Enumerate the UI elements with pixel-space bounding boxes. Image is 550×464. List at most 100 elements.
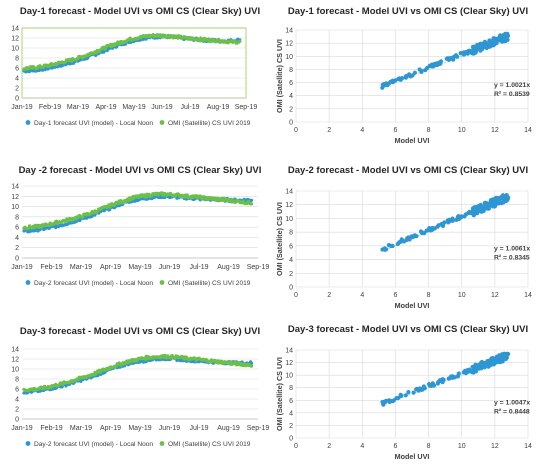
chart-title: Day-2 forecast - Model UVI vs OMI CS (Cl… [288,165,528,176]
data-point [411,390,416,395]
data-point [469,370,475,375]
y-tick-label: 6 [289,243,293,250]
data-point [421,230,427,235]
y-tick-label: 0 [289,120,293,127]
y-tick-label: 4 [289,410,293,417]
data-point [493,358,498,363]
x-tick-label: Jun-19 [151,104,173,111]
trend-r-squared: R² = 0.8448 [494,409,530,416]
data-point [412,70,417,75]
x-tick-label: May-19 [128,264,151,271]
data-point [389,243,394,249]
data-point [449,55,454,61]
y-tick-label: 12 [285,41,293,48]
x-tick-label: May-19 [128,425,151,432]
legend-label: OMI (Satellite) CS UVI 2019 [168,120,251,127]
data-point [501,200,506,205]
data-point [471,49,476,55]
y-tick-label: 4 [289,93,293,100]
data-point [455,54,460,59]
data-point [462,214,467,219]
legend-label: Day-1 forecast UVI (model) - Local Noon [34,120,153,127]
x-tick-label: 4 [360,127,364,134]
data-point [492,38,497,44]
x-tick-label: Mar-19 [70,264,92,271]
x-tick-label: Mar-19 [70,425,92,432]
y-tick-label: 2 [15,245,19,252]
data-point [468,211,473,216]
x-tick-label: 2 [327,127,331,134]
y-tick-label: 8 [289,385,293,392]
x-tick-label: 8 [427,292,431,299]
data-point [421,384,426,389]
data-point [505,33,511,39]
data-point [497,199,502,204]
data-point [395,241,400,247]
trend-r-squared: R² = 0.8345 [494,255,530,262]
y-tick-label: 4 [15,397,19,404]
y-tick-label: 10 [11,367,19,374]
x-tick-label: 12 [491,292,499,299]
legend-label: Day-2 forecast UVI (model) - Local Noon [34,441,153,448]
data-point [408,74,413,79]
data-point [41,68,45,72]
x-tick-label: Apr-19 [100,264,121,271]
data-point [404,237,409,242]
x-tick-label: 2 [327,292,331,299]
y-tick-label: 12 [285,360,293,367]
data-point [481,365,486,370]
data-point [103,47,107,51]
x-tick-label: Jan-19 [11,104,33,111]
data-point [482,44,487,50]
data-point [503,353,508,358]
data-point [487,38,493,44]
data-point [429,383,434,388]
chart-title: Day -2 forecast - Model UVI vs OMI CS (C… [19,165,262,176]
data-point [462,368,468,373]
data-point [456,374,461,379]
y-tick-label: 14 [11,347,19,354]
data-point [403,393,408,398]
data-point [249,198,254,202]
x-tick-label: 0 [294,127,298,134]
x-tick-label: Sep-19 [235,104,258,111]
x-tick-label: 14 [524,443,532,450]
x-tick-label: 6 [393,443,397,450]
x-tick-label: 12 [491,443,499,450]
x-tick-label: 2 [327,443,331,450]
data-point [450,375,455,380]
x-tick-label: Apr-19 [95,104,116,111]
legend-label: OMI (Satellite) CS UVI 2019 [168,441,251,448]
y-tick-label: 0 [289,436,293,443]
x-tick-label: Jun-19 [159,425,181,432]
x-axis-title: Model UVI [395,301,430,310]
y-tick-label: 2 [15,86,19,93]
data-point [431,64,436,69]
x-tick-label: Feb-19 [39,104,61,111]
x-tick-label: 6 [393,127,397,134]
data-point [506,195,511,200]
data-point [471,213,476,218]
y-tick-label: 14 [285,348,293,355]
y-tick-label: 2 [289,271,293,278]
x-tick-label: 6 [393,292,397,299]
y-tick-label: 8 [289,230,293,237]
data-point [163,353,167,357]
data-point [391,80,396,85]
x-tick-label: Mar-19 [67,104,89,111]
y-tick-label: 6 [289,80,293,87]
data-point [471,46,476,51]
data-point [445,219,450,224]
data-point [479,41,484,46]
y-tick-label: 0 [15,256,19,263]
y-tick-label: 14 [285,28,293,35]
y-tick-label: 10 [285,216,293,223]
x-tick-label: 14 [524,127,532,134]
data-point [487,44,492,49]
x-tick-label: 0 [294,292,298,299]
legend-marker [25,120,31,125]
data-point [445,56,450,61]
y-tick-label: 6 [15,225,19,232]
data-point [436,223,441,228]
